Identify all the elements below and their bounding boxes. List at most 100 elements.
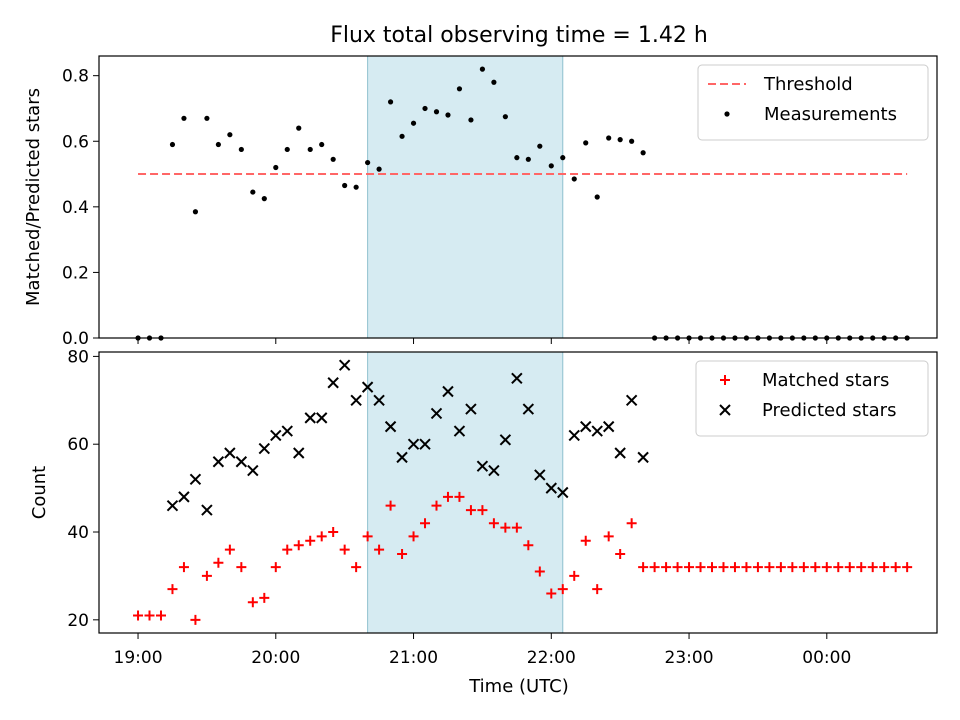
matched-point bbox=[752, 562, 763, 573]
measurement-point bbox=[296, 125, 302, 131]
matched-point bbox=[546, 588, 557, 599]
measurement-point bbox=[365, 159, 371, 166]
matched-point bbox=[316, 531, 327, 542]
measurement-point bbox=[204, 115, 210, 121]
matched-point bbox=[224, 544, 235, 555]
matched-point bbox=[557, 584, 568, 595]
predicted-point bbox=[488, 464, 500, 477]
measurement-point bbox=[617, 137, 623, 143]
matched-point bbox=[328, 527, 339, 538]
predicted-point bbox=[212, 456, 225, 468]
predicted-point bbox=[522, 403, 535, 415]
matched-point bbox=[902, 562, 913, 573]
predicted-point bbox=[189, 473, 202, 486]
measurement-point bbox=[571, 176, 577, 182]
y-tick-label: 0.8 bbox=[62, 67, 89, 87]
predicted-point bbox=[614, 447, 626, 459]
matched-point bbox=[764, 562, 775, 573]
matched-point bbox=[270, 562, 281, 573]
matched-point bbox=[247, 597, 258, 608]
measurement-point bbox=[273, 164, 279, 171]
predicted-point bbox=[350, 394, 362, 407]
predicted-point bbox=[258, 442, 271, 455]
matched-point bbox=[385, 500, 396, 511]
matched-point bbox=[707, 562, 718, 573]
legend-matched-swatch bbox=[720, 375, 730, 385]
legend-box bbox=[695, 360, 929, 437]
series-predicted-stars bbox=[166, 359, 649, 516]
predicted-point bbox=[235, 456, 248, 468]
matched-point bbox=[603, 531, 614, 542]
measurement-point bbox=[491, 79, 497, 85]
measurement-point bbox=[238, 146, 244, 153]
matched-point bbox=[420, 518, 431, 529]
matched-point bbox=[339, 544, 350, 555]
measurement-point bbox=[433, 109, 440, 115]
measurement-point bbox=[629, 138, 635, 144]
measurement-point bbox=[502, 114, 508, 120]
measurement-point bbox=[583, 140, 589, 146]
matched-point bbox=[442, 491, 453, 502]
matched-point bbox=[695, 562, 706, 573]
matched-point bbox=[729, 562, 740, 573]
predicted-point bbox=[224, 447, 236, 459]
matched-point bbox=[190, 614, 201, 625]
matched-point bbox=[488, 518, 499, 529]
plot-frame bbox=[98, 55, 938, 339]
measurement-point bbox=[640, 150, 646, 156]
predicted-point bbox=[247, 464, 259, 477]
ratio-panel: 0.0 0.2 0.4 0.6 0.8 Matched/Predicted stars Th… bbox=[23, 55, 938, 349]
measurement-point bbox=[227, 132, 233, 138]
series-matched-stars bbox=[133, 491, 913, 625]
predicted-point bbox=[270, 429, 282, 442]
measurement-point bbox=[319, 141, 325, 148]
matched-point bbox=[362, 531, 373, 542]
measurement-point bbox=[261, 196, 267, 202]
x-tick-label: 22:00 bbox=[527, 648, 576, 668]
matched-point bbox=[810, 562, 821, 573]
matched-point bbox=[592, 584, 603, 595]
measurement-point bbox=[399, 133, 405, 139]
matched-point bbox=[867, 562, 878, 573]
predicted-point bbox=[384, 420, 397, 433]
matched-point bbox=[580, 535, 591, 546]
measurement-point bbox=[548, 163, 554, 169]
y-tick-label: 60 bbox=[67, 435, 89, 455]
highlight-window bbox=[367, 55, 564, 339]
measurement-point bbox=[525, 156, 531, 162]
matched-point bbox=[178, 562, 189, 573]
count-panel: 20 40 60 80 Count 19:00 20:00 21:00 22:00 23:00 00… bbox=[29, 347, 938, 668]
matched-point bbox=[661, 562, 672, 573]
measurement-point bbox=[514, 155, 520, 161]
measurement-point bbox=[387, 99, 394, 105]
matched-point bbox=[201, 570, 212, 581]
matched-point bbox=[465, 505, 476, 516]
measurement-point bbox=[307, 146, 313, 153]
matched-point bbox=[213, 557, 224, 568]
matched-point bbox=[259, 592, 270, 603]
series-measurements bbox=[135, 66, 910, 341]
matched-point bbox=[454, 491, 465, 502]
measurement-point bbox=[537, 143, 543, 149]
x-tick-label: 21:00 bbox=[389, 648, 438, 668]
matched-point bbox=[775, 562, 786, 573]
measurement-point bbox=[479, 66, 486, 72]
predicted-point bbox=[534, 469, 546, 481]
x-tick-label: 19:00 bbox=[114, 648, 163, 668]
matched-point bbox=[718, 562, 729, 573]
measurement-point bbox=[410, 120, 417, 126]
measurement-point bbox=[422, 105, 428, 112]
y-axis-label: Count bbox=[29, 466, 50, 519]
predicted-point bbox=[568, 429, 580, 442]
measurement-point bbox=[456, 86, 463, 92]
matched-point bbox=[282, 544, 293, 555]
matched-point bbox=[684, 562, 695, 573]
matched-point bbox=[534, 566, 545, 577]
matched-point bbox=[167, 584, 178, 595]
y-tick-label: 0.2 bbox=[62, 263, 89, 283]
predicted-point bbox=[327, 377, 339, 389]
predicted-point bbox=[465, 403, 477, 415]
matched-point bbox=[615, 548, 626, 559]
predicted-point bbox=[580, 420, 592, 433]
predicted-point bbox=[407, 438, 420, 450]
